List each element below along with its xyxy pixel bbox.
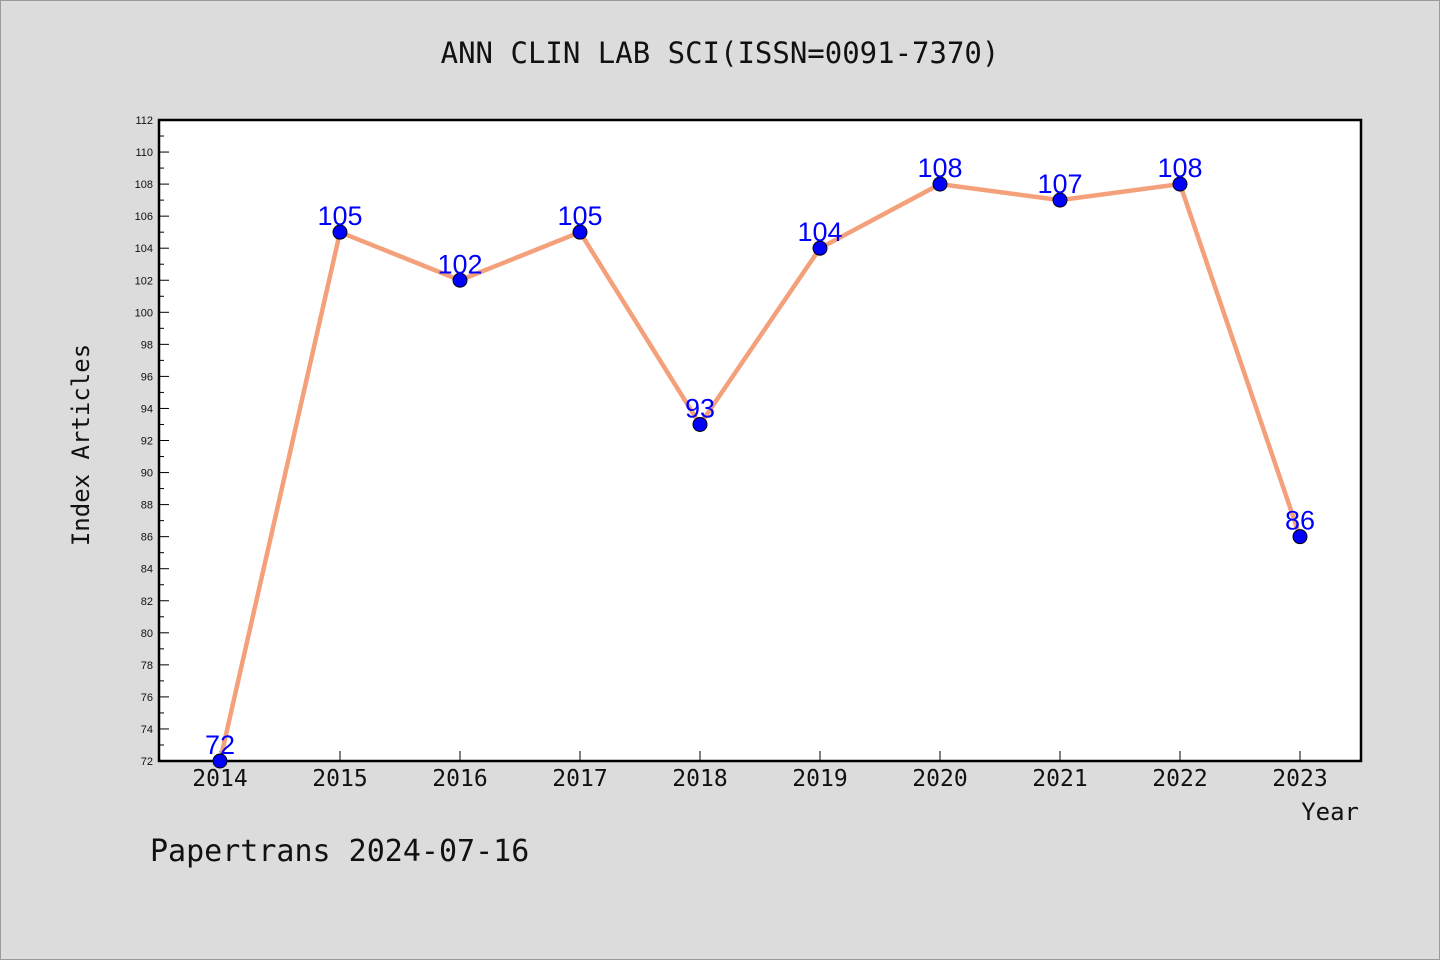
y-tick-label: 104: [135, 243, 153, 255]
data-label: 102: [437, 249, 482, 279]
y-tick-label: 72: [141, 756, 153, 768]
y-tick-label: 76: [141, 692, 153, 704]
series-layer: 72 105 102 105 93 104 108 107 108 86: [205, 153, 1315, 769]
data-label: 104: [797, 217, 842, 247]
chart-title: ANN CLIN LAB SCI(ISSN=0091-7370): [440, 36, 1000, 70]
y-tick-label: 96: [141, 371, 153, 383]
data-point: [1172, 176, 1188, 192]
y-tick-label: 88: [141, 500, 153, 512]
data-label: 107: [1037, 169, 1082, 199]
y-tick-label: 80: [141, 628, 153, 640]
data-label: 108: [917, 153, 962, 183]
x-tick-label: 2019: [792, 766, 847, 792]
y-tick-label: 106: [135, 211, 153, 223]
y-tick-label: 84: [141, 564, 153, 576]
y-tick-label: 90: [141, 468, 153, 480]
y-tick-label: 94: [141, 403, 153, 415]
x-tick-label: 2022: [1152, 766, 1207, 792]
x-tick-label: 2014: [192, 766, 247, 792]
series-line: [217, 181, 1303, 762]
data-point: [212, 753, 228, 769]
x-tick-label: 2015: [312, 766, 367, 792]
x-tick-label: 2016: [432, 766, 487, 792]
y-tick-label: 100: [135, 307, 153, 319]
data-point: [1052, 192, 1068, 208]
data-label: 72: [205, 730, 235, 760]
x-tick-label: 2020: [912, 766, 967, 792]
y-tick-label: 92: [141, 436, 153, 448]
y-axis: 72 74 76 78 80 82 84 86 88 90 92 94 96 98 100 102 104 106…: [135, 115, 169, 768]
x-tick-label: 2021: [1032, 766, 1087, 792]
data-point: [1292, 529, 1308, 545]
x-tick-label: 2023: [1272, 766, 1327, 792]
y-tick-label: 78: [141, 660, 153, 672]
footer-credit: Papertrans 2024-07-16: [150, 834, 530, 869]
y-tick-label: 74: [141, 724, 153, 736]
y-axis-label: Index Articles: [67, 344, 95, 546]
x-tick-label: 2018: [672, 766, 727, 792]
data-point: [452, 272, 468, 288]
x-tick-label: 2017: [552, 766, 607, 792]
y-tick-label: 98: [141, 339, 153, 351]
data-label: 105: [317, 201, 362, 231]
data-label: 86: [1285, 506, 1315, 536]
data-point: [812, 240, 828, 256]
x-axis: 2014 2015 2016 2017 2018 2019 2020 2021 2022 2023: [192, 751, 1328, 792]
data-point: [332, 224, 348, 240]
data-point: [932, 176, 948, 192]
y-tick-label: 108: [135, 179, 153, 191]
plot-area: [157, 118, 1363, 763]
data-label: 93: [685, 393, 715, 423]
y-tick-label: 112: [135, 115, 153, 127]
x-axis-label: Year: [1301, 798, 1359, 826]
data-point: [572, 224, 588, 240]
y-tick-label: 102: [135, 275, 153, 287]
data-label: 108: [1157, 153, 1202, 183]
y-tick-label: 110: [135, 147, 153, 159]
y-tick-label: 82: [141, 596, 153, 608]
y-tick-label: 86: [141, 532, 153, 544]
data-label: 105: [557, 201, 602, 231]
data-point: [692, 416, 708, 432]
